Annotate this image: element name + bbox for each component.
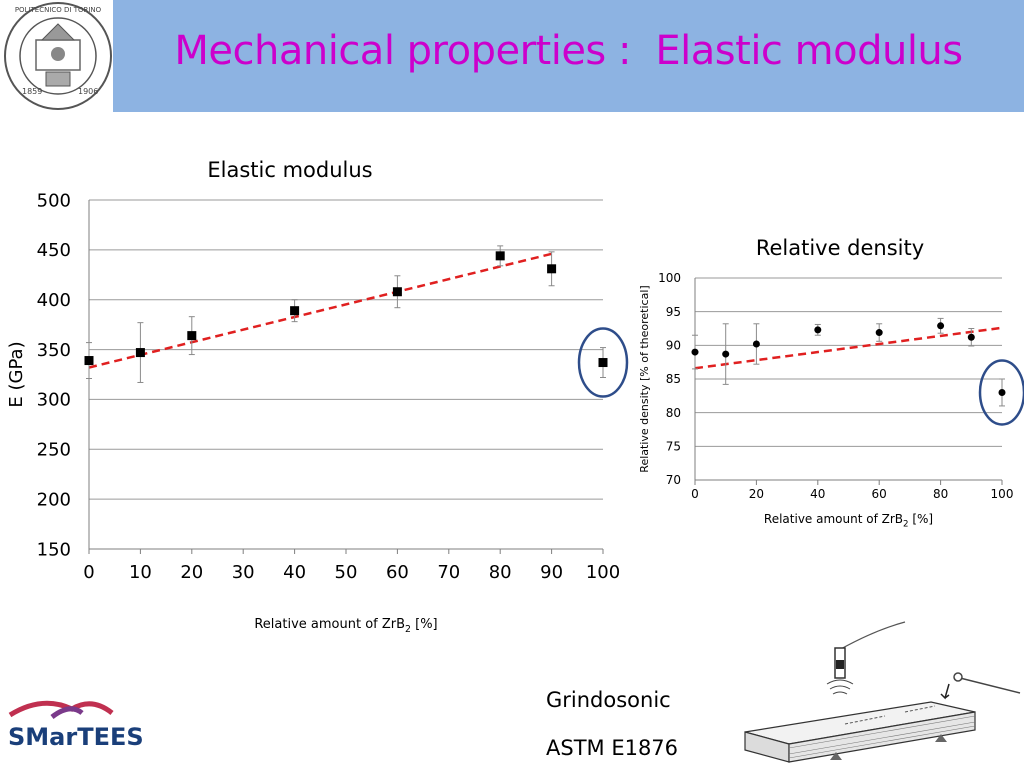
- y-tick-label: 85: [666, 372, 681, 386]
- x-tick-label: 30: [232, 562, 255, 583]
- y-tick-label: 400: [37, 290, 71, 311]
- x-tick-label: 20: [180, 562, 203, 583]
- data-point: [547, 264, 557, 274]
- data-point: [187, 331, 197, 341]
- x-tick-label: 10: [129, 562, 152, 583]
- header-band: [113, 0, 1024, 112]
- svg-text:POLITECNICO DI TORINO: POLITECNICO DI TORINO: [15, 6, 102, 14]
- svg-text:1859: 1859: [22, 87, 42, 96]
- data-point: [135, 348, 145, 358]
- svg-text:1906: 1906: [78, 87, 98, 96]
- trendline: [694, 326, 1003, 370]
- data-point: [998, 388, 1006, 396]
- x-tick-label: 80: [489, 562, 512, 583]
- y-tick-label: 150: [37, 539, 71, 560]
- data-point: [967, 333, 975, 341]
- data-point: [752, 340, 760, 348]
- y-tick-label: 500: [37, 190, 71, 211]
- standard-label: ASTM E1876: [546, 736, 679, 760]
- smartees-logo: SMarTEES: [8, 700, 144, 751]
- y-tick-label: 100: [658, 271, 681, 285]
- data-point: [290, 306, 300, 316]
- elastic-modulus-chart: 150 200 250 300 350 400 450 500 0 10 20 30 40 50 60 70 8…: [6, 190, 629, 635]
- x-tick-label: 0: [691, 487, 699, 501]
- grindosonic-setup-diagram: [744, 621, 1021, 763]
- x-tick-label: 60: [872, 487, 887, 501]
- x-tick-label: 70: [437, 562, 460, 583]
- data-point: [691, 348, 699, 356]
- y-tick-label: 450: [37, 240, 71, 261]
- x-tick-label: 50: [335, 562, 358, 583]
- x-axis-label: Relative amount of ZrB2 [%]: [254, 617, 437, 635]
- y-tick-label: 90: [666, 339, 681, 353]
- data-point: [814, 326, 822, 334]
- trendline: [88, 252, 552, 369]
- x-tick-label: 100: [991, 487, 1014, 501]
- chart1-title: Elastic modulus: [207, 158, 373, 182]
- y-tick-label: 200: [37, 489, 71, 510]
- y-axis-label: E (GPa): [6, 341, 27, 407]
- politecnico-logo: POLITECNICO DI TORINO 1859 1906: [4, 2, 112, 110]
- highlight-circle: [577, 327, 629, 398]
- data-point: [495, 251, 505, 261]
- data-point: [937, 322, 945, 330]
- highlight-circle: [978, 359, 1024, 426]
- slide-title: Mechanical properties : Elastic modulus: [174, 28, 963, 74]
- x-tick-label: 80: [933, 487, 948, 501]
- method-label: Grindosonic: [546, 688, 671, 712]
- data-point: [392, 287, 402, 297]
- data-point: [598, 358, 608, 368]
- y-tick-label: 350: [37, 340, 71, 361]
- relative-density-chart: 70 75 80 85 90 95 100 0 20 40 60 80 100 Relative amou…: [638, 271, 1024, 530]
- x-tick-label: 40: [283, 562, 306, 583]
- chart2-title: Relative density: [755, 236, 925, 260]
- x-tick-label: 60: [386, 562, 409, 583]
- x-axis-label: Relative amount of ZrB2 [%]: [764, 512, 933, 530]
- data-point: [84, 356, 94, 366]
- y-tick-label: 300: [37, 390, 71, 411]
- x-tick-label: 100: [586, 562, 620, 583]
- y-axis-label: Relative density [% of theoretical]: [638, 285, 651, 472]
- y-tick-label: 70: [666, 473, 681, 487]
- x-tick-label: 40: [810, 487, 825, 501]
- x-tick-label: 20: [749, 487, 764, 501]
- data-point: [875, 329, 883, 337]
- y-tick-label: 75: [666, 440, 681, 454]
- x-tick-label: 90: [540, 562, 563, 583]
- y-tick-label: 250: [37, 440, 71, 461]
- data-point: [722, 350, 730, 358]
- x-tick-label: 0: [83, 562, 94, 583]
- svg-text:SMarTEES: SMarTEES: [8, 723, 144, 751]
- y-tick-label: 80: [666, 406, 681, 420]
- y-tick-label: 95: [666, 305, 681, 319]
